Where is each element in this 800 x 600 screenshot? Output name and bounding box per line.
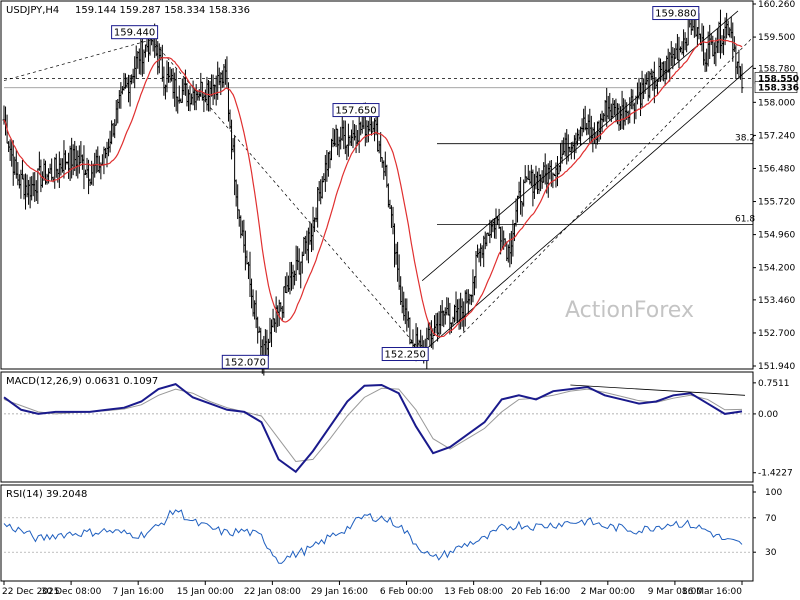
channel-mid bbox=[458, 36, 754, 338]
macd-trendline bbox=[570, 384, 746, 396]
price-tick-label: 156.480 bbox=[758, 164, 795, 174]
time-tick-label: 22 Jan 08:00 bbox=[244, 587, 301, 597]
price-label-text: 157.650 bbox=[335, 106, 376, 117]
time-tick-label: 22 Dec 2025 bbox=[2, 587, 60, 597]
price-label-box bbox=[332, 103, 380, 118]
price-label-152.070: 152.070 bbox=[221, 354, 269, 369]
time-tick-label: 30 Dec 08:00 bbox=[41, 587, 102, 597]
time-tick-label: 2 Mar 00:00 bbox=[581, 587, 636, 597]
price-tick-label: 153.460 bbox=[758, 296, 795, 306]
rsi-tick-label: 30 bbox=[765, 548, 777, 558]
price-tick-label: 158.000 bbox=[758, 98, 795, 108]
watermark: ActionForex bbox=[565, 298, 694, 323]
dashed-guide-2 bbox=[151, 39, 423, 353]
price-tick-label: 151.940 bbox=[758, 362, 795, 372]
rsi-tick-label: 70 bbox=[765, 514, 777, 524]
price-label-152.250: 152.250 bbox=[381, 347, 429, 362]
price-label-159.880: 159.880 bbox=[652, 6, 700, 21]
price-label-text: 152.250 bbox=[385, 350, 426, 361]
time-tick-label: 7 Jan 16:00 bbox=[113, 587, 165, 597]
time-tick-label: 15 Jan 00:00 bbox=[177, 587, 234, 597]
macd-layer bbox=[3, 383, 753, 474]
macd-title: MACD(12,26,9) 0.0631 0.1097 bbox=[6, 376, 158, 387]
price-tick-label: 154.200 bbox=[758, 264, 795, 274]
price-tick-label: 158.780 bbox=[758, 64, 795, 74]
rsi-tick-label: 100 bbox=[765, 488, 782, 498]
price-label-text: 152.070 bbox=[225, 357, 266, 368]
macd-tick-label: 0.7511 bbox=[758, 379, 790, 389]
macd-panel-frame bbox=[0, 371, 754, 483]
time-tick-label: 20 Feb 16:00 bbox=[511, 587, 570, 597]
fib-label-38.2: 38.2 bbox=[735, 134, 755, 144]
price-tick-label: 154.960 bbox=[758, 231, 795, 241]
time-tick-label: 13 Feb 08:00 bbox=[444, 587, 503, 597]
price-label-box bbox=[221, 354, 269, 369]
price-label-157.650: 157.650 bbox=[332, 103, 380, 118]
price-panel-frame bbox=[0, 0, 754, 370]
rsi-panel-frame bbox=[0, 484, 754, 582]
macd-line bbox=[3, 383, 743, 474]
dashed-level-tag: 158.550 bbox=[758, 74, 799, 84]
channel-lower bbox=[421, 65, 754, 353]
dashed-guide-1 bbox=[3, 39, 152, 81]
time-tick-label: 9 Mar 08:00 bbox=[648, 587, 703, 597]
rsi-layer bbox=[3, 509, 753, 564]
macd-signal-line bbox=[3, 387, 743, 462]
rsi-title: RSI(14) 39.2048 bbox=[6, 489, 87, 500]
current-price-tag: 158.336 bbox=[758, 84, 799, 94]
rsi-line bbox=[3, 509, 743, 564]
current-price-tag-box bbox=[754, 81, 798, 94]
price-label-box bbox=[652, 6, 700, 21]
price-tick-label: 152.700 bbox=[758, 329, 795, 339]
ohlc-header: 159.144 159.287 158.334 158.336 bbox=[75, 5, 250, 16]
price-panel-title: USDJPY,H4 bbox=[6, 5, 59, 16]
fib-label-61.8: 61.8 bbox=[735, 215, 755, 225]
price-tick-label: 160.260 bbox=[758, 0, 795, 10]
time-tick-label: 16 Mar 16:00 bbox=[682, 587, 742, 597]
price-label-box bbox=[381, 347, 429, 362]
channel-upper bbox=[421, 10, 739, 282]
price-tick-label: 159.500 bbox=[758, 33, 795, 43]
price-label-text: 159.880 bbox=[655, 9, 696, 20]
moving-average-line bbox=[3, 39, 743, 338]
price-label-text: 159.440 bbox=[114, 28, 155, 39]
price-layer: 38.2 61.8 159.440 152.070 157.650 152.250 159.… bbox=[2, 6, 755, 376]
price-label-159.440: 159.440 bbox=[111, 25, 159, 40]
macd-tick-label: -1.4227 bbox=[758, 469, 793, 479]
macd-tick-label: 0.00 bbox=[758, 410, 778, 420]
price-tick-label: 155.720 bbox=[758, 198, 795, 208]
price-label-box bbox=[111, 25, 159, 40]
time-tick-label: 6 Feb 00:00 bbox=[380, 587, 434, 597]
price-tick-label: 157.240 bbox=[758, 131, 795, 141]
time-tick-label: 29 Jan 16:00 bbox=[311, 587, 368, 597]
